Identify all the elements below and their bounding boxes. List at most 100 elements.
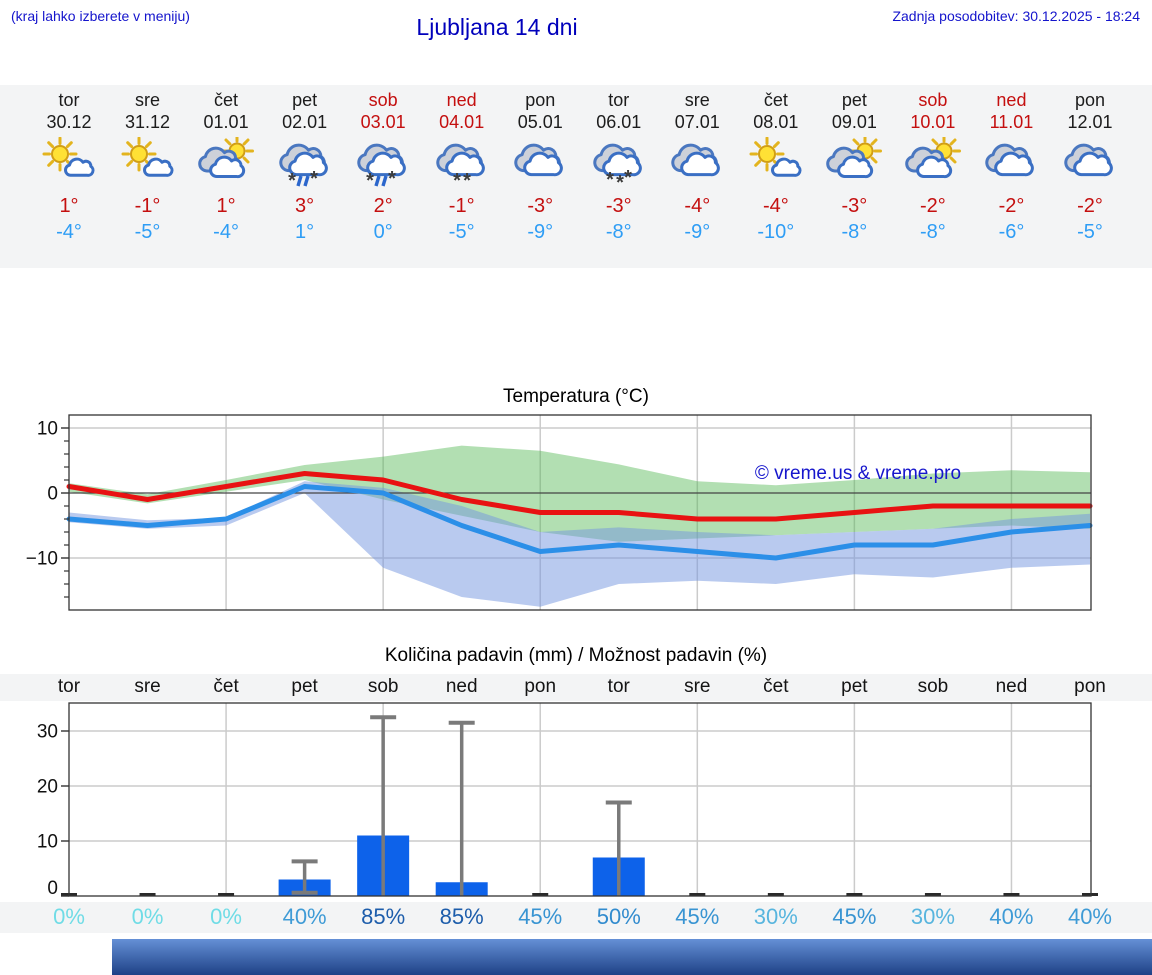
day-high-temp: -1° xyxy=(134,195,161,217)
day-low-temp: -9° xyxy=(527,221,554,243)
precip-day-label: ned xyxy=(445,676,478,697)
day-high-temp: -2° xyxy=(1077,195,1103,217)
day-column: pet 09.01 -3° -8° xyxy=(812,85,896,245)
day-name: ned xyxy=(996,90,1027,110)
precip-day-label: tor xyxy=(607,676,630,697)
precip-probability: 0% xyxy=(53,904,85,929)
y-tick-label: 30 xyxy=(37,722,58,743)
day-date: 03.01 xyxy=(360,112,406,132)
precip-day-label: pet xyxy=(841,676,868,697)
precip-probability: 45% xyxy=(832,904,877,929)
banner[interactable] xyxy=(112,939,1152,975)
cloud-shape xyxy=(287,151,328,177)
cloud-shape xyxy=(680,151,721,177)
plot-border xyxy=(68,702,1092,897)
snowflake-icon: * xyxy=(624,167,632,189)
snowflake-icon: * xyxy=(463,170,471,189)
day-icon-cell xyxy=(812,134,896,189)
snowflake-icon: * xyxy=(606,169,614,189)
weather-icon-mostly-sunny xyxy=(42,136,95,177)
day-date: 06.01 xyxy=(596,112,642,132)
day-name: sre xyxy=(135,90,161,110)
rain-streaks xyxy=(374,175,388,187)
cloud-shape xyxy=(770,157,802,177)
weather-icon-partly-cloudy xyxy=(826,134,883,179)
precip-day-label: ned xyxy=(995,676,1028,697)
precip-probability: 30% xyxy=(910,904,955,929)
day-column: sob 10.01 -2° -8° xyxy=(891,85,975,245)
cloud-shape xyxy=(64,157,95,177)
zero-precip-mark xyxy=(924,893,941,896)
cloud-shape xyxy=(209,155,246,179)
day-name: pet xyxy=(841,90,867,110)
day-high-temp: 1° xyxy=(216,195,236,217)
day-column: pet 02.01 * * 3° 1° xyxy=(263,85,347,245)
day-column: tor 06.01 * * * -3° -8° xyxy=(577,85,661,245)
day-date: 12.01 xyxy=(1067,112,1113,132)
day-icon-cell xyxy=(27,136,111,189)
cloud-shape xyxy=(366,151,407,177)
day-high-temp: -3° xyxy=(841,195,868,217)
min-temp-line xyxy=(66,484,1093,561)
day-low-temp: 1° xyxy=(295,221,315,243)
y-tick-label: 0 xyxy=(47,878,58,899)
zero-precip-mark xyxy=(139,893,156,896)
day-date: 30.12 xyxy=(46,112,92,132)
location-hint: (kraj lahko izberete v meniju) xyxy=(11,8,190,24)
precip-day-labels: tor sre čet pet sob ned pon tor sre čet pet sob ned p… xyxy=(0,674,1152,701)
weather-icon-partly-cloudy xyxy=(198,134,255,179)
day-low-temp: -10° xyxy=(757,221,795,243)
zero-precip-mark xyxy=(1081,893,1098,896)
precip-probability: 0% xyxy=(210,904,242,929)
day-name: pon xyxy=(525,90,556,110)
weather-icon-mostly-sunny xyxy=(121,136,174,177)
day-date: 04.01 xyxy=(439,112,485,132)
precip-probability: 40% xyxy=(1067,904,1112,929)
day-column: sre 31.12 -1° -5° xyxy=(106,85,190,245)
day-name: tor xyxy=(608,90,630,110)
snowflake-icon: * xyxy=(366,170,374,189)
day-low-temp: -4° xyxy=(56,221,82,243)
weather-icon-snow: * * * xyxy=(593,143,642,194)
day-high-temp: -4° xyxy=(762,195,789,217)
day-date: 01.01 xyxy=(203,112,249,132)
precip-probability: 40% xyxy=(282,904,327,929)
min-temp-band xyxy=(69,481,1090,607)
precip-probability: 0% xyxy=(131,904,164,929)
day-high-temp: -1° xyxy=(448,195,475,217)
snowflake-icon: * xyxy=(453,170,461,189)
precip-chart-title: Količina padavin (mm) / Možnost padavin … xyxy=(384,645,768,666)
day-icon-cell xyxy=(106,136,190,189)
y-tick-label: −10 xyxy=(26,549,58,570)
cloud-shape xyxy=(444,151,485,177)
cloud-shape xyxy=(601,151,642,177)
day-low-temp: -5° xyxy=(1077,221,1103,243)
precip-probability-row: 0% 0% 0% 40% 85% 85% 45% 50% 45% 30% 45% 30% 40% 40% xyxy=(0,902,1152,933)
max-temp-band xyxy=(69,445,1090,542)
y-tick-label: 20 xyxy=(37,777,58,798)
day-name: sob xyxy=(368,90,398,110)
day-low-temp: -4° xyxy=(213,221,239,243)
day-column: ned 11.01 -2° -6° xyxy=(969,85,1053,245)
day-icon-cell xyxy=(184,134,268,189)
plot-border xyxy=(68,414,1092,611)
day-high-temp: -2° xyxy=(920,195,946,217)
day-high-temp: -2° xyxy=(998,195,1025,217)
weather-icon-cloudy xyxy=(1064,143,1113,177)
precip-day-label: pon xyxy=(1074,676,1106,697)
snowflake-icon: * xyxy=(388,168,396,189)
day-column: pon 05.01 -3° -9° xyxy=(498,85,582,245)
day-high-temp: -3° xyxy=(605,195,632,217)
zero-precip-mark xyxy=(1003,893,1020,896)
precip-probability: 50% xyxy=(596,904,641,929)
day-date: 07.01 xyxy=(674,112,720,132)
day-high-temp: -3° xyxy=(527,195,554,217)
day-low-temp: -6° xyxy=(998,221,1025,243)
day-high-temp: 1° xyxy=(59,195,79,217)
weather-icon-sleet: * * xyxy=(278,143,328,192)
temperature-chart: 10 0 −10 © vreme.us & vreme.pro xyxy=(26,414,1093,611)
day-icon-cell xyxy=(655,137,739,189)
day-icon-cell xyxy=(734,136,818,189)
day-date: 02.01 xyxy=(282,112,328,132)
day-column: sre 07.01 -4° -9° xyxy=(655,85,739,245)
